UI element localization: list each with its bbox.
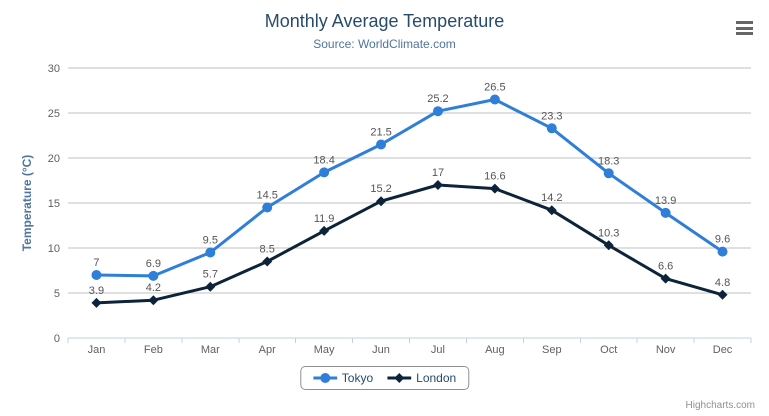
point-tokyo-jul[interactable] [432, 106, 443, 117]
data-label-london-nov: 6.6 [658, 261, 673, 273]
y-axis-tick-label: 20 [48, 153, 60, 165]
hamburger-icon [736, 32, 753, 35]
x-axis-tick-label: Jan [88, 344, 106, 356]
data-label-london-apr: 8.5 [260, 244, 275, 256]
point-tokyo-may[interactable] [319, 167, 330, 178]
data-label-london-jul: 17 [432, 167, 444, 179]
data-label-tokyo-may: 18.4 [313, 154, 334, 166]
highcharts-credits-link[interactable]: Highcharts.com [685, 400, 755, 411]
y-axis-tick-label: 10 [48, 243, 60, 255]
london-series-marker-icon [387, 373, 412, 383]
y-axis-tick-label: 0 [54, 333, 60, 345]
point-london-mar[interactable] [205, 281, 216, 292]
legend-item-london[interactable]: London [387, 371, 456, 385]
data-label-london-dec: 4.8 [715, 277, 730, 289]
data-label-tokyo-apr: 14.5 [256, 190, 277, 202]
point-london-nov[interactable] [660, 273, 671, 284]
x-axis-tick-label: Dec [713, 344, 733, 356]
y-axis-tick-label: 30 [48, 63, 60, 75]
data-label-london-aug: 16.6 [484, 171, 505, 183]
data-label-tokyo-nov: 13.9 [655, 195, 676, 207]
point-london-oct[interactable] [603, 240, 614, 251]
data-label-tokyo-jun: 21.5 [370, 127, 391, 139]
data-label-london-may: 11.9 [314, 213, 335, 225]
chart-title: Monthly Average Temperature [264, 11, 505, 31]
data-label-london-feb: 4.2 [146, 282, 161, 294]
data-label-tokyo-feb: 6.9 [146, 258, 161, 270]
point-tokyo-sep[interactable] [546, 123, 557, 134]
series-line-tokyo[interactable] [94, 98, 725, 278]
point-tokyo-jun[interactable] [376, 139, 387, 150]
series-line-london[interactable] [94, 183, 725, 305]
legend-label-tokyo: Tokyo [341, 371, 374, 385]
hamburger-icon [736, 21, 753, 24]
point-tokyo-jan[interactable] [91, 270, 102, 280]
legend-label-london: London [416, 371, 457, 385]
point-london-jan[interactable] [91, 297, 102, 308]
x-axis-tick-label: Jun [372, 344, 390, 356]
point-london-sep[interactable] [546, 205, 557, 216]
x-axis-tick-label: Sep [542, 344, 562, 356]
x-axis-tick-label: Jul [431, 344, 445, 356]
y-axis-tick-label: 5 [54, 288, 60, 300]
y-axis-tick-label: 15 [48, 198, 60, 210]
data-label-london-oct: 10.3 [598, 227, 619, 239]
point-tokyo-feb[interactable] [148, 270, 159, 281]
point-london-may[interactable] [319, 225, 330, 236]
y-axis-tick-label: 25 [48, 108, 60, 120]
point-london-dec[interactable] [717, 289, 728, 300]
data-label-tokyo-jan: 7 [93, 257, 99, 269]
point-tokyo-oct[interactable] [603, 168, 614, 179]
data-label-london-mar: 5.7 [203, 269, 218, 281]
export-menu-button[interactable] [736, 21, 753, 35]
data-label-london-jan: 3.9 [89, 285, 104, 297]
data-label-tokyo-aug: 26.5 [484, 82, 505, 94]
data-label-tokyo-dec: 9.6 [715, 234, 730, 246]
x-axis-tick-label: Feb [144, 344, 163, 356]
x-axis-tick-label: Mar [201, 344, 220, 356]
x-axis-tick-label: May [314, 344, 335, 356]
point-london-jul[interactable] [432, 180, 443, 190]
data-label-london-sep: 14.2 [541, 192, 562, 204]
point-london-jun[interactable] [376, 196, 387, 207]
point-tokyo-dec[interactable] [717, 246, 728, 257]
x-axis-tick-label: Aug [485, 344, 505, 356]
point-tokyo-aug[interactable] [489, 94, 500, 105]
point-tokyo-mar[interactable] [205, 247, 216, 258]
data-label-tokyo-mar: 9.5 [203, 235, 218, 247]
legend: Tokyo London [299, 366, 470, 390]
point-tokyo-apr[interactable] [262, 202, 273, 213]
x-axis-tick-label: Oct [600, 344, 617, 356]
legend-item-tokyo[interactable]: Tokyo [312, 371, 374, 385]
x-axis-tick-label: Apr [259, 344, 276, 356]
point-tokyo-nov[interactable] [660, 207, 671, 218]
data-label-tokyo-oct: 18.3 [598, 155, 619, 167]
chart-subtitle: Source: WorldClimate.com [313, 37, 456, 51]
hamburger-icon [736, 26, 753, 30]
tokyo-series-marker-icon [312, 373, 337, 383]
data-label-tokyo-sep: 23.3 [541, 110, 562, 122]
point-london-feb[interactable] [148, 295, 159, 306]
point-london-aug[interactable] [489, 183, 500, 194]
data-label-tokyo-jul: 25.2 [427, 93, 448, 105]
x-axis-tick-label: Nov [656, 344, 676, 356]
data-label-london-jun: 15.2 [370, 183, 391, 195]
point-london-apr[interactable] [262, 256, 273, 267]
